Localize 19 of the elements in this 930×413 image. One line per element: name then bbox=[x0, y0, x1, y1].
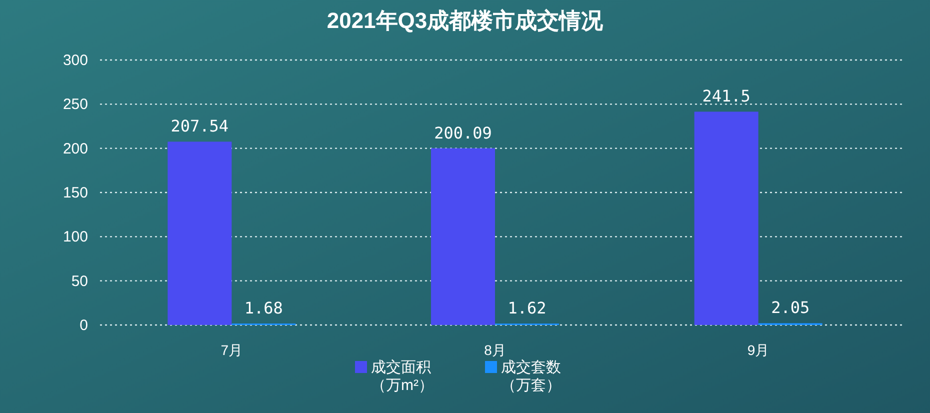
data-label: 1.68 bbox=[244, 298, 283, 318]
x-tick-label: 7月 bbox=[220, 342, 243, 358]
y-tick-label: 0 bbox=[80, 317, 88, 334]
y-tick-label: 250 bbox=[62, 96, 88, 114]
data-label: 1.62 bbox=[508, 298, 546, 318]
x-tick-label: 9月 bbox=[747, 342, 770, 358]
y-tick-label: 50 bbox=[71, 272, 88, 290]
y-tick-label: 300 bbox=[62, 52, 88, 69]
data-label: 207.54 bbox=[170, 116, 229, 136]
data-label: 241.5 bbox=[702, 86, 750, 106]
data-label: 200.09 bbox=[434, 123, 492, 142]
chart-title: 2021年Q3成都楼市成交情况 bbox=[326, 8, 604, 33]
y-tick-label: 100 bbox=[62, 228, 88, 246]
x-tick-label: 8月 bbox=[484, 342, 506, 358]
y-tick-label: 150 bbox=[62, 184, 88, 202]
legend-label: 成交套数（万套） bbox=[501, 359, 561, 394]
data-label: 2.05 bbox=[771, 298, 810, 318]
legend-label: 成交面积（万m²） bbox=[371, 359, 434, 394]
y-tick-label: 200 bbox=[62, 140, 88, 158]
